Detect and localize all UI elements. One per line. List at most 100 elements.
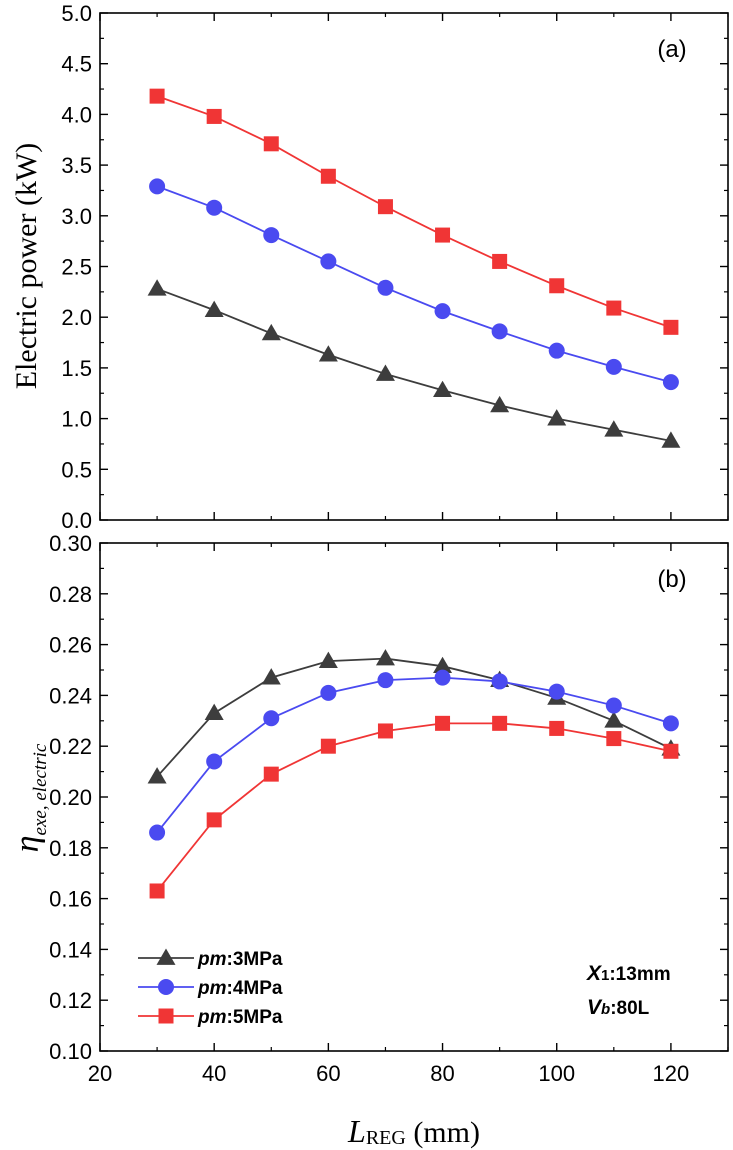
a-series-0-point [490, 395, 510, 413]
a-series-2-point [435, 227, 451, 243]
legend-marker-2 [158, 1008, 174, 1024]
legend-entry-1-suffix: :4MPa [227, 978, 283, 999]
legend-marker-1 [158, 979, 174, 995]
b-series-1-point [605, 697, 622, 714]
b-ytick-label: 0.26 [49, 633, 92, 658]
b-series-0-point [433, 656, 453, 674]
panel-a-ticks: 0.0 0.5 1.0 1.5 2.0 2.5 3.0 3.5 4.0 4.5 5.0 [61, 1, 729, 533]
b-series-2-point [320, 738, 336, 754]
a-series-0-point [147, 279, 167, 296]
a-ytick-label: 2.0 [61, 305, 92, 330]
a-series-1-point [548, 342, 565, 359]
x-axis-title: LREG (mm) [347, 1113, 480, 1149]
a-ytick-label: 1.5 [61, 356, 92, 381]
b-series-2-point [606, 731, 622, 747]
a-series-0-point [661, 431, 681, 448]
b-xtick-label: 20 [88, 1061, 112, 1086]
a-ytick-label: 0.5 [61, 457, 92, 482]
a-series-2-point [663, 319, 679, 335]
b-series-0-point [318, 651, 338, 668]
panel-b-ticks: 0.10 0.12 0.14 0.16 0.18 0.20 0.22 0.24 0.26 0.28… [49, 531, 729, 1086]
b-series-1-point [263, 710, 280, 727]
a-series-line-0 [156, 287, 672, 442]
b-ytick-label: 0.20 [49, 785, 92, 810]
b-series-2-point [149, 883, 165, 899]
b-series-1-point [377, 672, 394, 689]
b-series-0-point [604, 711, 624, 728]
a-series-1-point [320, 253, 337, 270]
annotation-x1-rest: :13mm [609, 964, 670, 985]
panel-a-electric-power: 0.0 0.5 1.0 1.5 2.0 2.5 3.0 3.5 4.0 4.5 5.0 (a) El… [10, 1, 729, 533]
a-series-0-point [204, 300, 224, 317]
annotation-vb-sub: b [601, 1001, 610, 1018]
b-ytick-label: 0.22 [49, 734, 92, 759]
a-ytick-label: 5.0 [61, 1, 92, 26]
annotation-vb: Vb:80L [587, 996, 650, 1019]
a-ytick-label: 1.0 [61, 407, 92, 432]
panel-a-series [147, 88, 681, 448]
b-ytick-label: 0.18 [49, 836, 92, 861]
b-series-0-point [261, 668, 281, 685]
a-series-1-point [377, 279, 394, 296]
b-ytick-label: 0.28 [49, 582, 92, 607]
b-ytick-label: 0.24 [49, 683, 92, 708]
annotation-x1-main: X [586, 962, 603, 985]
a-series-2-point [492, 253, 508, 269]
legend-entry-0: pm:3MPa [197, 949, 283, 970]
a-ytick-label: 4.0 [61, 102, 92, 127]
a-series-1-point [263, 227, 280, 244]
a-series-1-point [491, 323, 508, 340]
legend-entry-2-prefix: pm [197, 1007, 227, 1028]
b-ytick-label: 0.10 [49, 1039, 92, 1064]
legend-entry-1: pm:4MPa [197, 978, 283, 999]
b-series-2-point [377, 723, 393, 739]
annotation-x1: X1:13mm [586, 962, 671, 985]
b-series-1-point [548, 683, 565, 700]
x-axis-subscript: REG [366, 1127, 406, 1149]
x-axis-L: L [347, 1113, 366, 1149]
a-series-2-point [263, 136, 279, 152]
a-series-2-point [549, 278, 565, 294]
a-series-line-1 [156, 185, 672, 383]
b-series-2-point [492, 715, 508, 731]
a-series-0-point [433, 380, 453, 398]
panel-b-label: (b) [657, 566, 686, 593]
legend-entry-0-suffix: :3MPa [227, 949, 283, 970]
legend-entry-2: pm:5MPa [197, 1007, 283, 1028]
panel-b-efficiency: 0.10 0.12 0.14 0.16 0.18 0.20 0.22 0.24 0.26 0.28… [9, 531, 729, 1149]
legend-entry-2-suffix: :5MPa [227, 1007, 283, 1028]
a-series-0-point [375, 364, 395, 381]
b-series-line-0 [156, 657, 672, 778]
b-ytick-label: 0.14 [49, 937, 92, 962]
a-series-2-point [149, 88, 165, 104]
panel-b-y-axis-title: ηexe, electric [9, 743, 51, 852]
panel-b-series [147, 649, 681, 899]
panel-a-frame [99, 12, 729, 521]
y-axis-eta-subscript: exe, electric [30, 743, 51, 835]
b-xtick-label: 100 [538, 1061, 575, 1086]
a-series-1-point [662, 374, 679, 391]
a-series-1-point [206, 199, 223, 216]
b-series-2-point [263, 766, 279, 782]
b-ytick-label: 0.12 [49, 988, 92, 1013]
b-series-2-point [435, 715, 451, 731]
a-series-0-point [318, 345, 338, 362]
a-series-1-point [149, 178, 166, 195]
b-xtick-label: 80 [430, 1061, 454, 1086]
b-series-2-point [663, 743, 679, 759]
b-series-1-point [491, 673, 508, 690]
b-series-1-point [434, 669, 451, 686]
a-series-2-point [320, 168, 336, 184]
a-series-0-point [547, 409, 567, 426]
b-xtick-label: 40 [202, 1061, 226, 1086]
b-series-2-point [549, 720, 565, 736]
a-ytick-label: 3.0 [61, 204, 92, 229]
panel-a-y-axis-title: Electric power (kW) [10, 143, 43, 390]
legend-entry-0-prefix: pm [197, 949, 227, 970]
b-series-2-point [206, 812, 222, 828]
b-series-line-1 [156, 676, 672, 834]
annotation-block: X1:13mm Vb:80L [586, 962, 671, 1019]
a-series-0-point [604, 420, 624, 437]
panel-a-label: (a) [657, 36, 686, 63]
b-xtick-label: 120 [653, 1061, 690, 1086]
